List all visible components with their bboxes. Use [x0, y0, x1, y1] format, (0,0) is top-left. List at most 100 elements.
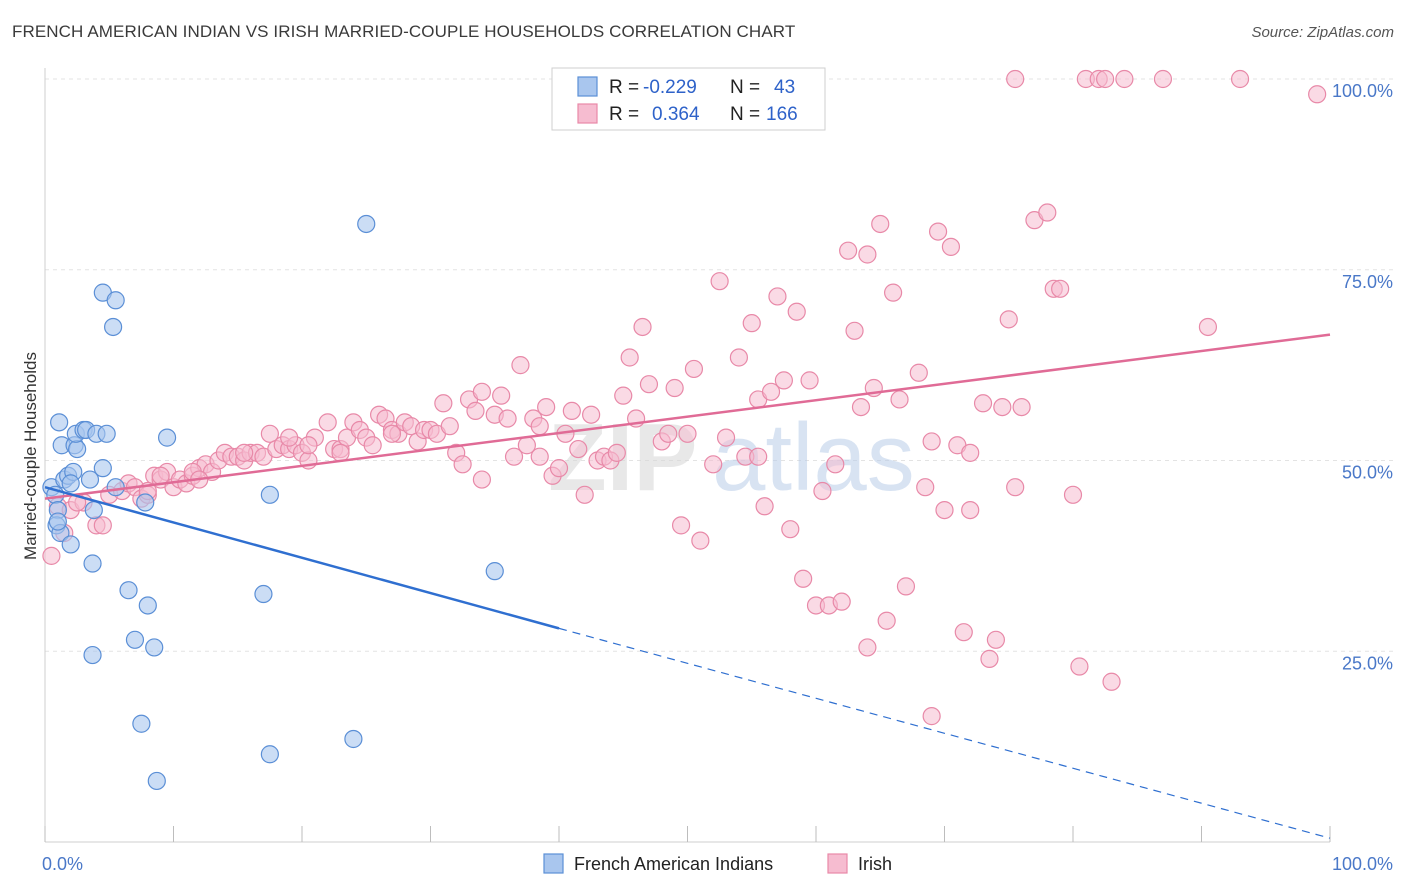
irish-point — [1012, 397, 1031, 417]
irish-point — [941, 237, 961, 256]
irish-point — [845, 321, 864, 340]
french-american-indian-point — [97, 424, 116, 443]
irish-point — [768, 287, 787, 306]
irish-point — [839, 241, 858, 260]
irish-point — [710, 272, 729, 291]
irish-point — [472, 470, 491, 489]
legend-swatch-french-american-indians — [543, 853, 564, 874]
irish-point — [620, 348, 639, 367]
irish-point — [871, 214, 890, 234]
irish-point — [318, 413, 337, 432]
irish-point — [633, 317, 652, 337]
french-american-indian-point — [147, 771, 166, 791]
irish-point — [1230, 69, 1250, 89]
irish-point — [93, 516, 112, 535]
french-american-indian-point — [48, 512, 67, 531]
irish-point — [800, 371, 819, 390]
irish-point — [954, 623, 973, 642]
x-tick-labels: 0.0% 100.0% — [42, 854, 1393, 874]
irish-point — [678, 424, 697, 443]
y-tick-label-0: 25.0% — [1342, 653, 1393, 673]
french-american-indian-point — [485, 562, 504, 581]
irish-point — [896, 577, 916, 596]
french-american-indian-point — [260, 745, 279, 764]
series-legend: French American Indians Irish — [543, 853, 892, 874]
irish-point — [961, 500, 980, 520]
french-american-indian-point — [132, 714, 151, 733]
legend-n-value-1: 43 — [774, 77, 795, 98]
irish-point — [614, 386, 633, 405]
irish-point — [434, 394, 453, 413]
gridlines — [45, 78, 1395, 652]
french-american-indian-point — [83, 554, 102, 573]
irish-point — [961, 443, 980, 462]
french-american-indian-trend-line — [44, 485, 560, 630]
irish-point — [1070, 657, 1089, 676]
irish-point — [639, 375, 659, 394]
source-label: Source: ZipAtlas.com — [1251, 24, 1394, 41]
irish-point — [980, 649, 999, 668]
irish-point — [986, 630, 1006, 649]
irish-point — [299, 436, 318, 455]
irish-point — [665, 378, 684, 398]
irish-point — [935, 500, 954, 520]
y-axis-label: Married-couple Households — [21, 352, 40, 560]
irish-point — [280, 428, 299, 447]
french-american-indian-point — [68, 439, 87, 459]
irish-point — [858, 245, 877, 264]
y-tick-labels: 25.0% 50.0% 75.0% 100.0% — [1332, 81, 1393, 673]
irish-point — [235, 443, 254, 462]
irish-point — [691, 531, 710, 550]
french-american-indian-point — [344, 729, 363, 749]
legend-r-label-2: R = — [609, 104, 639, 125]
irish-point — [684, 359, 704, 379]
french-american-indian-point — [50, 413, 69, 432]
irish-point — [1006, 69, 1025, 89]
french-american-indian-point — [93, 459, 112, 478]
irish-point — [742, 314, 761, 333]
french-american-indian-point — [138, 596, 157, 615]
legend-r-value-2: 0.364 — [652, 104, 700, 125]
irish-point — [440, 417, 459, 436]
irish-point — [331, 443, 350, 462]
y-tick-label-3: 100.0% — [1332, 81, 1393, 101]
irish-point — [1063, 485, 1083, 504]
irish-point — [1006, 478, 1025, 497]
irish-point — [890, 390, 909, 409]
irish-point — [1198, 317, 1218, 337]
french-american-indian-point — [119, 581, 138, 600]
trend-lines — [44, 333, 1331, 839]
irish-point — [537, 397, 556, 417]
french-american-indian-point — [83, 645, 102, 665]
irish-point — [729, 348, 749, 367]
axes — [44, 68, 1331, 843]
irish-point — [562, 401, 581, 421]
irish-point — [1038, 203, 1057, 222]
french-american-indian-point — [61, 535, 80, 554]
french-american-indian-point — [80, 470, 100, 489]
irish-point — [1308, 85, 1327, 104]
irish-point — [832, 592, 851, 611]
french-american-indian-points — [42, 214, 504, 791]
french-american-indian-point — [106, 478, 125, 497]
legend-swatch-irish — [827, 853, 848, 874]
irish-point — [1051, 279, 1070, 298]
x-tick-label-0: 0.0% — [42, 854, 83, 874]
irish-point — [774, 371, 793, 390]
french-american-indian-point — [254, 584, 273, 604]
irish-point — [511, 356, 530, 375]
irish-point — [363, 436, 382, 455]
irish-point — [916, 478, 935, 497]
irish-point — [671, 516, 691, 535]
irish-point — [582, 405, 601, 424]
irish-point — [909, 363, 928, 382]
irish-point — [1102, 672, 1121, 691]
irish-point — [504, 447, 524, 466]
irish-point — [382, 424, 402, 443]
french-american-indian-point — [260, 485, 279, 504]
irish-point — [42, 546, 61, 565]
irish-point — [761, 382, 781, 401]
french-american-indian-point — [104, 317, 123, 337]
irish-point — [704, 455, 723, 474]
